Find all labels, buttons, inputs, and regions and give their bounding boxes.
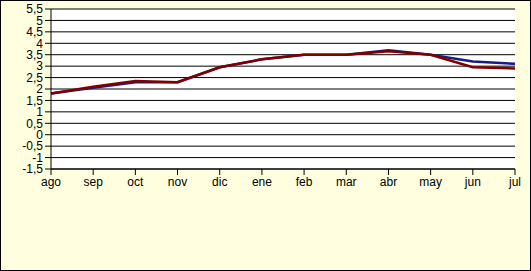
svg-text:1: 1 — [36, 105, 43, 120]
svg-text:-1: -1 — [32, 150, 43, 165]
svg-text:may: may — [419, 175, 442, 189]
svg-text:dic: dic — [212, 175, 227, 189]
svg-text:1,5: 1,5 — [26, 93, 43, 108]
svg-text:2,5: 2,5 — [26, 70, 43, 85]
svg-text:ene: ene — [252, 175, 272, 189]
svg-text:4,5: 4,5 — [26, 25, 43, 40]
svg-text:feb: feb — [296, 175, 313, 189]
svg-text:mar: mar — [336, 175, 357, 189]
svg-text:0,5: 0,5 — [26, 116, 43, 131]
svg-text:2: 2 — [36, 82, 43, 97]
svg-text:-0,5: -0,5 — [22, 139, 43, 154]
svg-text:oct: oct — [127, 175, 144, 189]
svg-text:abr: abr — [380, 175, 397, 189]
svg-text:jul: jul — [508, 175, 521, 189]
svg-text:3,5: 3,5 — [26, 48, 43, 62]
svg-text:nov: nov — [168, 175, 187, 189]
svg-text:sep: sep — [84, 175, 104, 189]
svg-text:3: 3 — [36, 59, 43, 74]
svg-text:0: 0 — [36, 128, 43, 142]
svg-text:jun: jun — [464, 175, 481, 189]
svg-text:-1,5: -1,5 — [22, 162, 43, 177]
svg-text:4: 4 — [36, 36, 43, 51]
svg-text:ago: ago — [41, 175, 61, 189]
svg-text:5: 5 — [36, 13, 43, 28]
svg-text:5,5: 5,5 — [26, 2, 43, 16]
